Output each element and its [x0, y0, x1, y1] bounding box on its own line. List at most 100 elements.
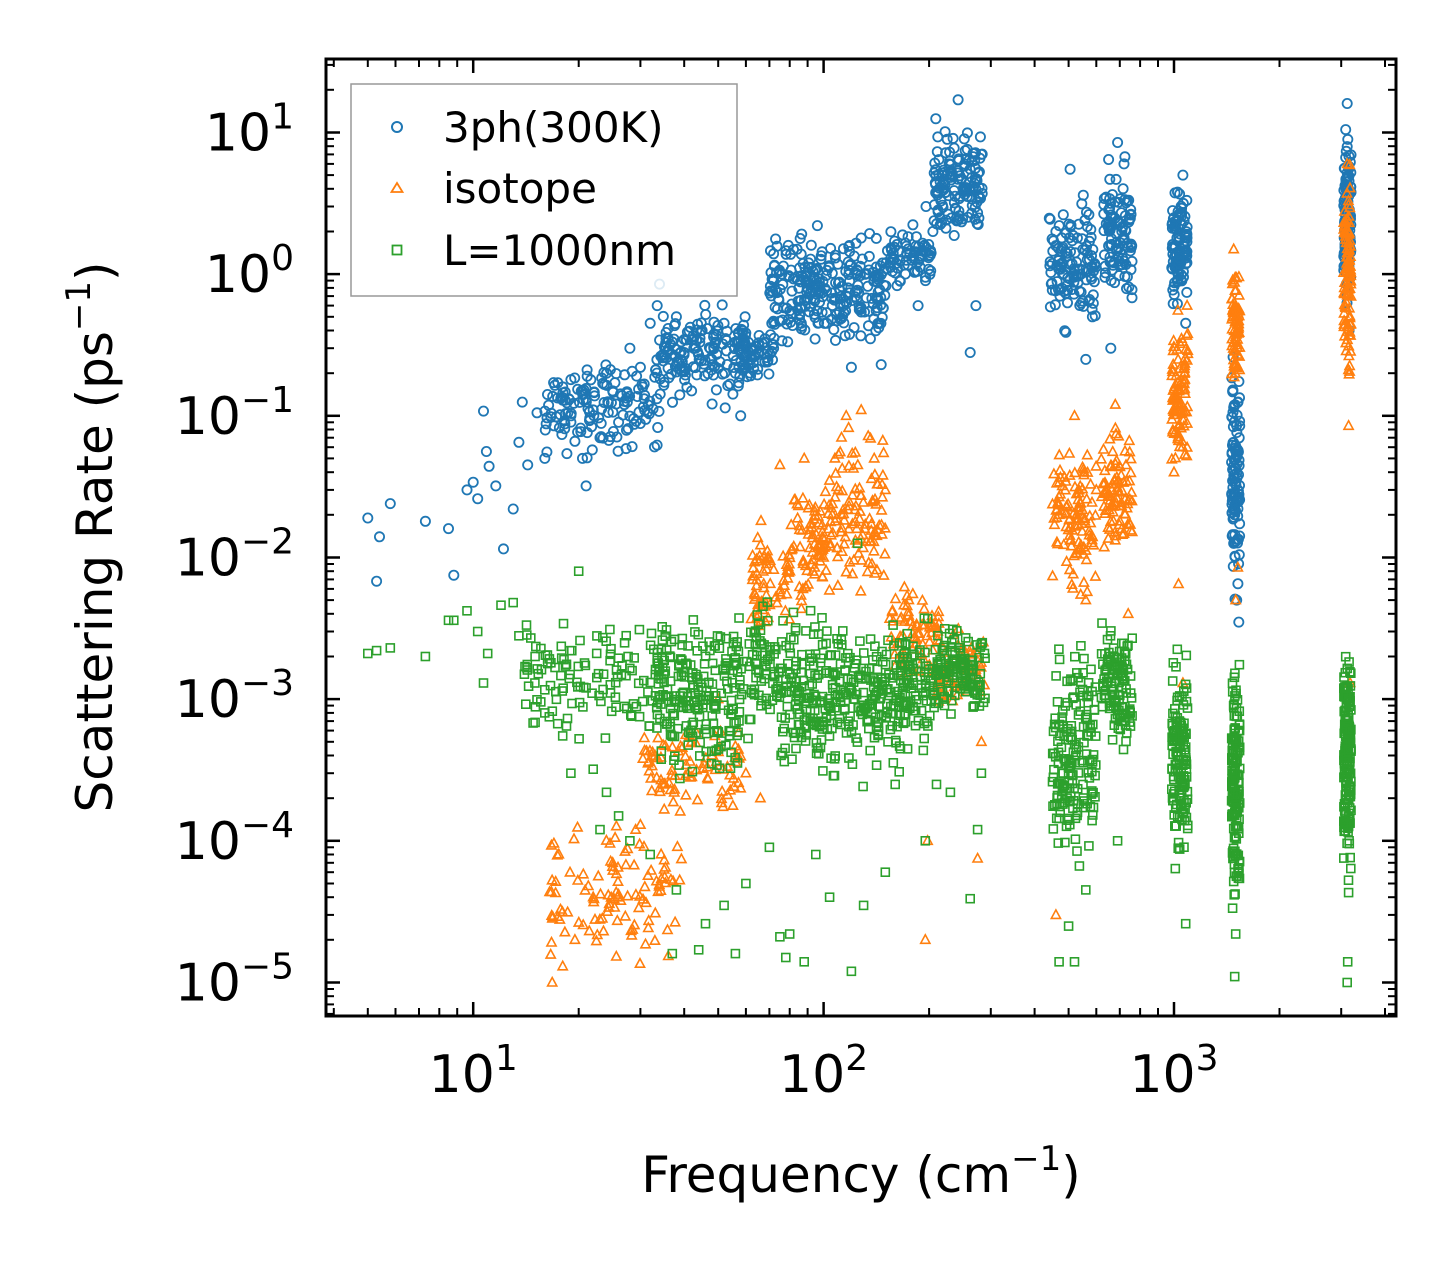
boundary-point — [844, 753, 854, 763]
3ph-point — [1227, 384, 1239, 396]
isotope-point — [1344, 274, 1357, 286]
boundary-point — [947, 658, 957, 669]
3ph-point — [941, 133, 953, 145]
boundary-point — [784, 929, 795, 939]
3ph-point — [969, 213, 981, 225]
isotope-point — [1226, 339, 1238, 351]
3ph-point — [507, 503, 519, 515]
isotope-point — [610, 867, 623, 879]
3ph-point — [652, 421, 664, 433]
boundary-point — [1231, 703, 1242, 714]
isotope-point — [632, 901, 645, 913]
boundary-point — [698, 699, 708, 710]
boundary-point — [762, 615, 773, 626]
isotope-point — [1113, 518, 1126, 530]
boundary-point — [905, 661, 915, 672]
boundary-point — [1229, 832, 1240, 843]
isotope-point — [824, 539, 837, 551]
3ph-point — [873, 322, 885, 334]
isotope-point — [852, 546, 865, 558]
3ph-point — [600, 359, 612, 371]
isotope-point — [1063, 446, 1076, 458]
isotope-point — [715, 796, 728, 808]
3ph-point — [1168, 280, 1180, 292]
3ph-point — [1098, 208, 1110, 220]
boundary-point — [865, 634, 876, 644]
isotope-point — [1060, 520, 1073, 532]
isotope-point — [1063, 528, 1076, 540]
isotope-point — [1178, 447, 1191, 459]
isotope-point — [746, 548, 759, 560]
isotope-point — [1340, 212, 1353, 224]
3ph-point — [442, 523, 454, 535]
boundary-point — [968, 702, 978, 712]
boundary-point — [880, 867, 891, 878]
boundary-point — [808, 719, 819, 729]
isotope-point — [1081, 585, 1094, 597]
isotope-point — [1126, 525, 1139, 537]
isotope-point — [785, 518, 798, 530]
y-tick-label: 10−1 — [175, 380, 294, 447]
boundary-point — [1084, 773, 1095, 783]
isotope-point — [1109, 421, 1122, 433]
boundary-point — [955, 645, 966, 656]
3ph-point — [619, 369, 631, 381]
3ph-point — [1126, 240, 1138, 252]
3ph-point — [928, 215, 940, 227]
isotope-point — [545, 885, 558, 897]
isotope-point — [1074, 538, 1087, 550]
boundary-point — [781, 687, 792, 698]
isotope-point — [865, 557, 878, 569]
isotope-point — [754, 791, 767, 803]
isotope-point — [1060, 555, 1073, 567]
isotope-point — [1106, 445, 1119, 457]
3ph-point — [602, 406, 614, 418]
boundary-point — [949, 678, 960, 688]
isotope-point — [1341, 320, 1353, 332]
boundary-point — [780, 952, 791, 963]
isotope-point — [1077, 575, 1090, 587]
3ph-point — [1109, 196, 1121, 208]
3ph-point — [962, 211, 974, 223]
boundary-point — [478, 678, 489, 688]
3ph-point — [631, 390, 643, 402]
isotope-point — [621, 889, 634, 901]
isotope-point — [596, 911, 609, 923]
isotope-point — [835, 521, 848, 533]
isotope-point — [854, 532, 867, 544]
boundary-point — [691, 669, 701, 680]
3ph-point — [844, 275, 856, 287]
isotope-point — [783, 551, 796, 563]
3ph-point — [1113, 242, 1125, 254]
isotope-point — [842, 459, 855, 471]
3ph-point — [844, 245, 856, 257]
boundary-point — [1105, 651, 1115, 662]
isotope-point — [760, 557, 773, 569]
isotope-point — [552, 847, 565, 859]
isotope-point — [1228, 370, 1241, 382]
boundary-point — [558, 618, 569, 629]
isotope-point — [1176, 440, 1189, 452]
3ph-point — [907, 250, 919, 262]
boundary-point — [919, 733, 930, 744]
3ph-point — [1226, 506, 1238, 518]
isotope-point — [1341, 246, 1354, 258]
boundary-point — [1179, 744, 1190, 755]
isotope-point — [1226, 273, 1239, 285]
3ph-point — [848, 322, 860, 334]
3ph-point — [662, 362, 674, 374]
isotope-point — [1055, 504, 1068, 516]
3ph-point — [794, 302, 806, 314]
boundary-point — [753, 665, 764, 676]
3ph-point — [670, 343, 682, 355]
3ph-point — [1105, 275, 1117, 287]
isotope-point — [727, 771, 740, 783]
isotope-point — [1090, 483, 1103, 495]
isotope-point — [1230, 361, 1243, 373]
3ph-point — [710, 384, 722, 396]
boundary-point — [726, 708, 736, 719]
isotope-point — [1170, 369, 1183, 381]
3ph-point — [1086, 273, 1098, 285]
3ph-point — [798, 272, 810, 284]
isotope-point — [1173, 418, 1186, 430]
